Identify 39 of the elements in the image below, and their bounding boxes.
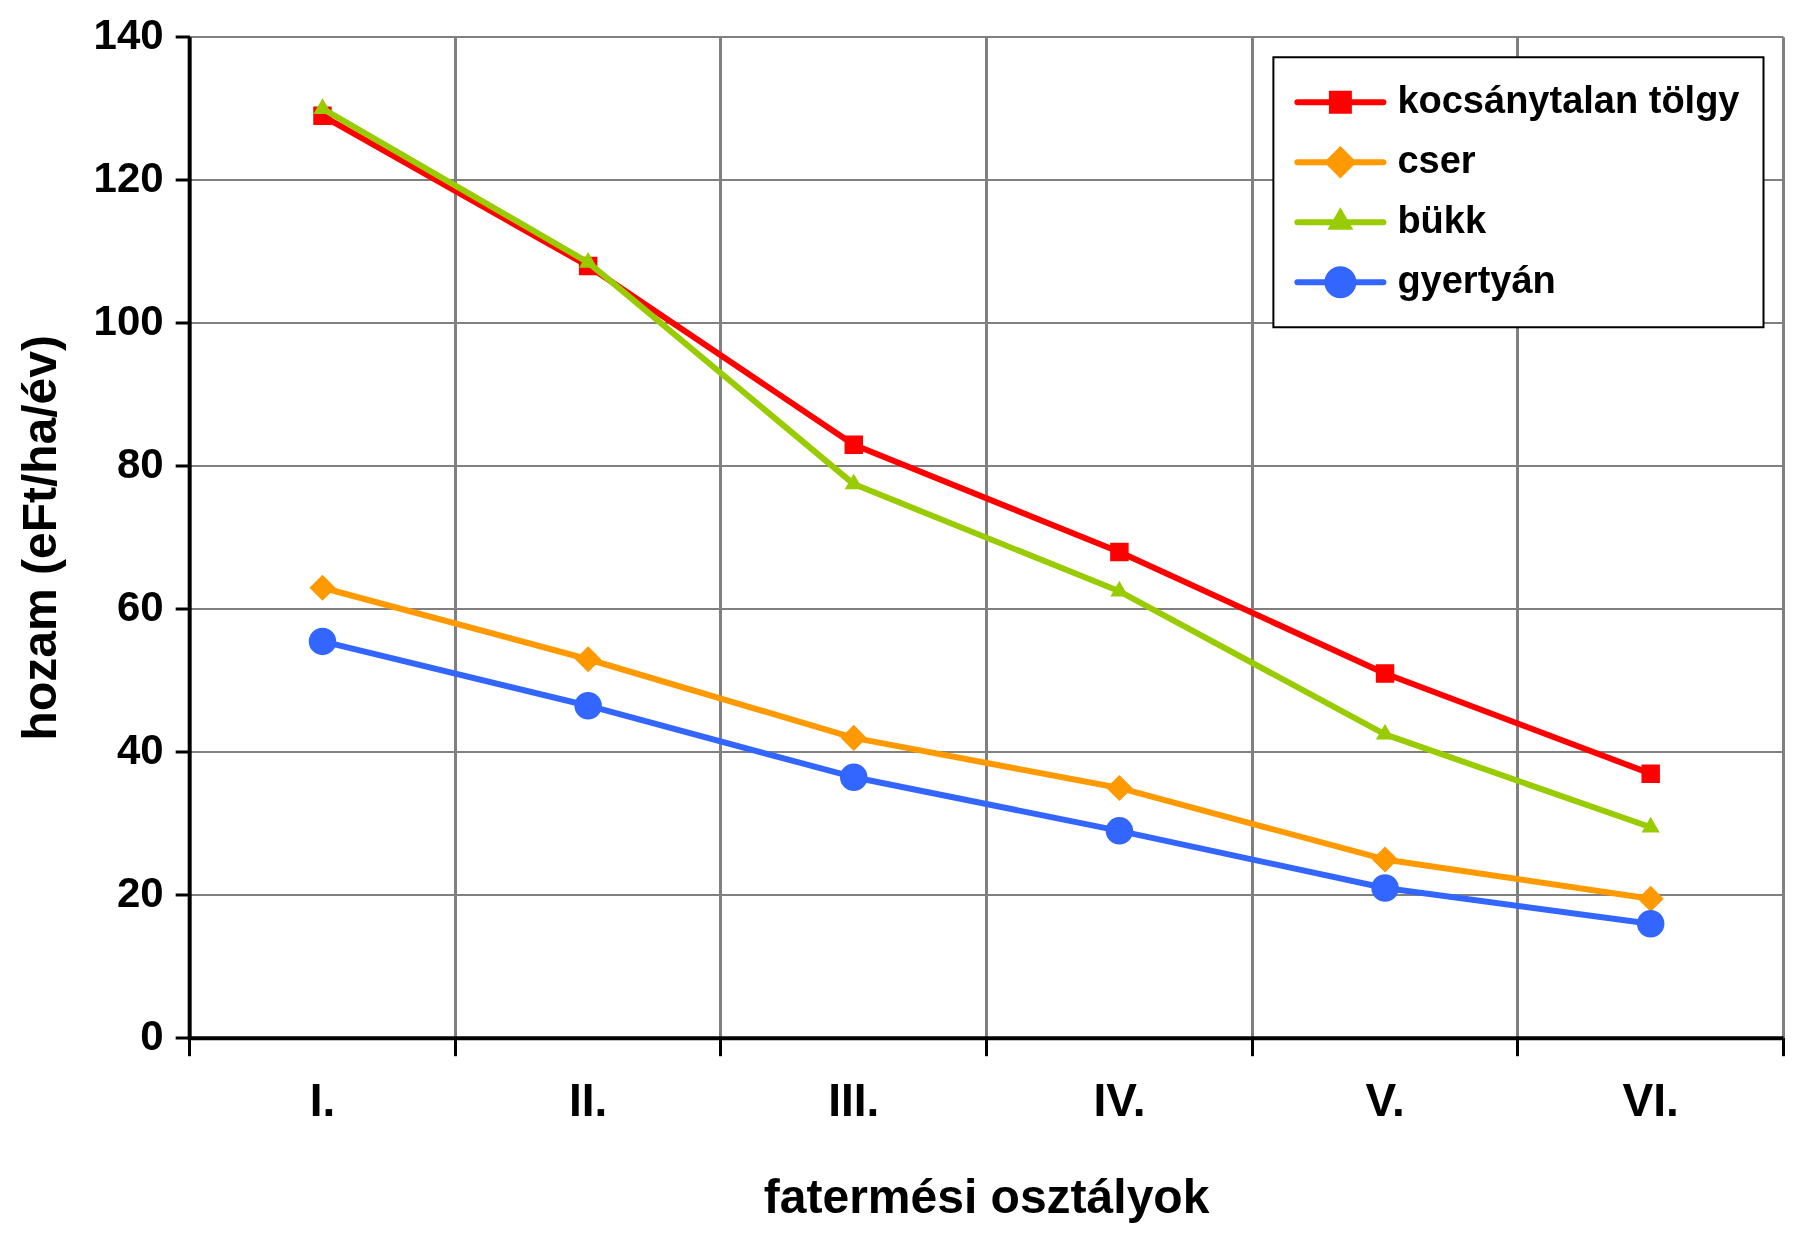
y-tick-label: 0 (140, 1011, 164, 1059)
y-tick-label: 120 (93, 153, 164, 201)
y-tick-label: 60 (116, 582, 164, 630)
point (575, 646, 601, 672)
legend-label: kocsánytalan tölgy (1397, 78, 1740, 121)
point (1110, 581, 1128, 597)
point (1105, 817, 1134, 845)
x-tick-label: III. (828, 1074, 880, 1127)
point (1375, 664, 1395, 683)
point (1110, 542, 1129, 562)
point (841, 725, 867, 751)
point (579, 252, 597, 268)
point (1371, 874, 1399, 902)
y-tick-label: 20 (116, 868, 164, 916)
point (1106, 775, 1133, 801)
point (1641, 764, 1660, 783)
x-tick-label: V. (1365, 1074, 1405, 1127)
point (309, 575, 336, 601)
x-tick-label: IV. (1093, 1074, 1146, 1127)
point (1372, 846, 1398, 873)
point (574, 691, 602, 720)
legend-label: gyertyán (1397, 258, 1556, 301)
x-tick-label: I. (309, 1074, 336, 1127)
point (1636, 910, 1665, 938)
y-tick-label: 140 (93, 10, 164, 58)
point (845, 474, 863, 490)
y-tick-label: 40 (116, 725, 164, 773)
x-tick-label: II. (568, 1074, 608, 1127)
x-axis-title: fatermési osztályok (763, 1170, 1210, 1224)
y-tick-label: 80 (116, 439, 164, 487)
y-tick-label: 100 (93, 296, 164, 344)
legend-label: cser (1397, 138, 1476, 181)
point (1637, 886, 1664, 912)
point (844, 435, 863, 454)
legend-label: bükk (1397, 198, 1487, 241)
point (840, 763, 868, 791)
point (308, 627, 337, 656)
y-axis-title: hozam (eFt/ha/év) (13, 335, 67, 741)
x-tick-label: VI. (1622, 1074, 1679, 1127)
